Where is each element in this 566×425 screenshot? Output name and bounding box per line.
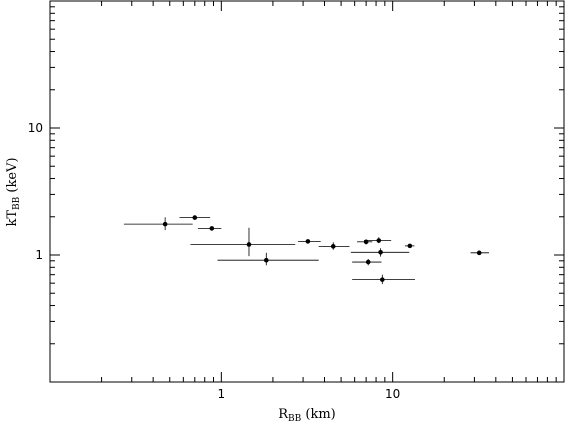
y-tick-label: 10 bbox=[28, 121, 43, 135]
x-tick-label: 1 bbox=[218, 387, 226, 401]
x-axis-title-unit: (km) bbox=[301, 407, 335, 422]
point-marker bbox=[192, 215, 198, 220]
point-marker bbox=[380, 277, 385, 282]
x-axis-title-sub: BB bbox=[288, 414, 302, 424]
data-point bbox=[404, 243, 415, 249]
axis-tick-labels: 1 10 1 10 bbox=[28, 121, 401, 401]
data-point bbox=[297, 239, 321, 244]
data-point bbox=[363, 237, 392, 244]
point-marker bbox=[263, 257, 269, 263]
data-point bbox=[352, 274, 415, 285]
data-point bbox=[190, 227, 296, 257]
y-axis-title-main: kT bbox=[5, 210, 20, 227]
axis-ticks bbox=[50, 1, 564, 382]
x-tick-label: 10 bbox=[385, 387, 400, 401]
plot-frame bbox=[49, 0, 565, 383]
x-axis-title-main: R bbox=[278, 407, 289, 422]
data-point bbox=[123, 217, 193, 231]
point-marker bbox=[365, 259, 371, 265]
point-marker bbox=[376, 238, 382, 243]
data-point bbox=[197, 226, 222, 231]
data-points bbox=[123, 215, 490, 285]
point-marker bbox=[330, 244, 336, 249]
x-axis-title: RBB (km) bbox=[278, 407, 336, 424]
data-point bbox=[470, 250, 490, 256]
point-marker bbox=[246, 242, 252, 247]
point-marker bbox=[209, 226, 215, 231]
data-point bbox=[179, 215, 211, 220]
y-axis-title: kTBB (keV) bbox=[5, 157, 22, 226]
point-marker bbox=[305, 239, 311, 244]
point-marker bbox=[476, 250, 482, 256]
data-point bbox=[217, 252, 319, 266]
data-point bbox=[352, 259, 382, 266]
y-axis-title-sub: BB bbox=[12, 196, 22, 210]
y-axis-title-unit: (keV) bbox=[5, 157, 20, 196]
data-point bbox=[318, 242, 350, 250]
point-marker bbox=[162, 221, 168, 227]
point-marker bbox=[407, 243, 413, 249]
data-point bbox=[350, 248, 410, 257]
y-tick-label: 1 bbox=[35, 248, 43, 262]
point-marker bbox=[378, 250, 383, 255]
